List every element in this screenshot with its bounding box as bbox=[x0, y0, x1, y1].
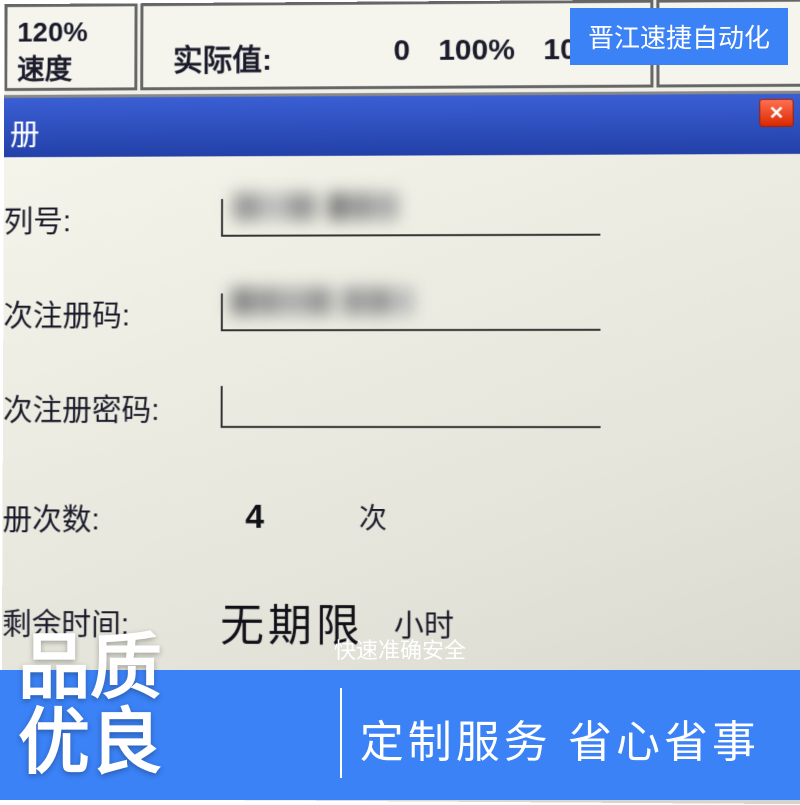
header-speed-cell: 120% 速度 bbox=[4, 3, 137, 91]
serial-input[interactable] bbox=[221, 198, 600, 237]
actual-label: 实际值: bbox=[173, 44, 272, 77]
regcount-unit: 次 bbox=[359, 497, 387, 537]
bottom-main-text: 定制服务 省心省事 bbox=[360, 706, 760, 770]
regcount-value: 4 bbox=[245, 497, 264, 536]
brand-watermark: 晋江速捷自动化 bbox=[570, 8, 788, 65]
titlebar-fragment: 册 bbox=[10, 110, 40, 154]
actual-v1: 0 bbox=[393, 34, 410, 67]
slogan-l2: 优良 bbox=[18, 706, 162, 782]
regpwd-input[interactable] bbox=[221, 386, 601, 428]
regcode-input[interactable] bbox=[221, 293, 601, 332]
regpwd-label: 次注册密码: bbox=[3, 385, 211, 429]
dialog-titlebar: 册 bbox=[4, 94, 800, 158]
separator-line bbox=[340, 688, 342, 778]
speed-label: 速度 bbox=[17, 48, 125, 88]
row-regcode: 次注册码: bbox=[3, 290, 600, 335]
regcode-label: 次注册码: bbox=[3, 291, 191, 335]
row-regcount: 册次数: 4 次 bbox=[2, 494, 386, 539]
speed-percent: 120% bbox=[17, 16, 124, 48]
row-regpwd: 次注册密码: bbox=[3, 385, 601, 429]
actual-v2: 100% bbox=[438, 33, 515, 66]
close-icon[interactable]: ✕ bbox=[759, 99, 793, 127]
row-serial: 列号: bbox=[4, 195, 601, 241]
serial-label: 列号: bbox=[4, 196, 192, 240]
regcount-label: 册次数: bbox=[2, 494, 190, 538]
quality-slogan: 品质 优良 bbox=[18, 631, 162, 782]
slogan-l1: 品质 bbox=[18, 631, 162, 707]
